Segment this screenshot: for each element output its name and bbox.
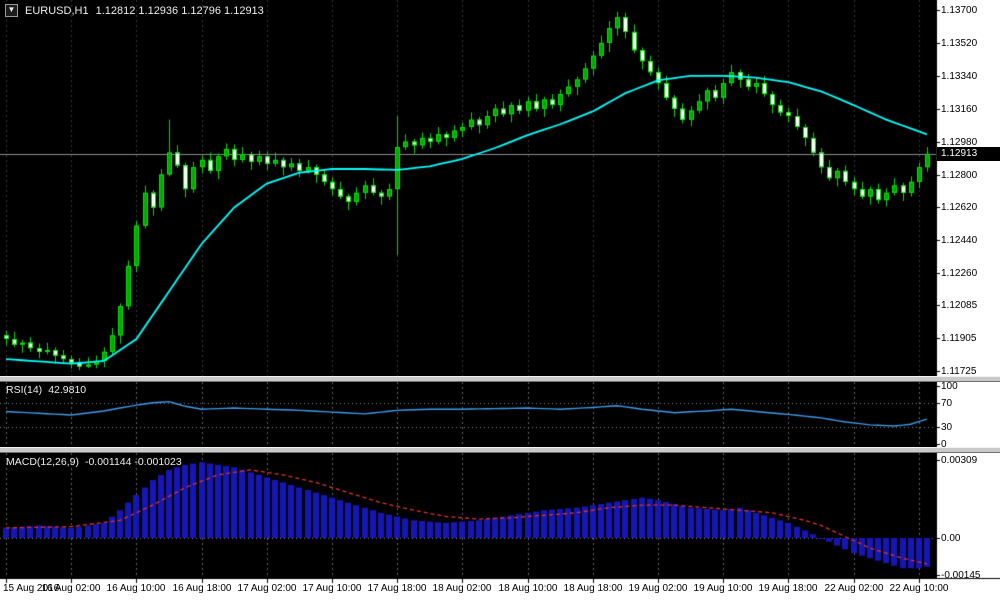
time-axis-label: 17 Aug 02:00 <box>237 583 297 594</box>
time-axis-label: 18 Aug 10:00 <box>498 583 558 594</box>
price-tick-label: 1.13160 <box>941 104 978 115</box>
price-tick-label: 1.13700 <box>941 5 978 16</box>
time-axis-label: 17 Aug 18:00 <box>367 583 427 594</box>
price-tick-label: 1.11905 <box>941 333 977 344</box>
price-tick-label: 1.12440 <box>941 235 978 246</box>
time-axis-label: 17 Aug 10:00 <box>302 583 362 594</box>
symbol-timeframe-label: EURUSD,H1 <box>25 4 89 17</box>
rsi-tick-label: 70 <box>941 398 953 409</box>
time-axis-label: 19 Aug 18:00 <box>758 583 818 594</box>
price-tick-label: 1.12980 <box>941 137 978 148</box>
time-axis-label: 15 Aug 2016 <box>3 583 60 594</box>
time-axis-label: 18 Aug 02:00 <box>432 583 492 594</box>
panel-splitter-rsi[interactable] <box>0 376 1000 382</box>
symbol-dropdown-icon[interactable]: ▼ <box>5 4 18 17</box>
time-axis-label: 22 Aug 02:00 <box>824 583 884 594</box>
price-tick-label: 1.13340 <box>941 71 978 82</box>
rsi-name: RSI(14) <box>6 384 43 396</box>
rsi-tick-label: 0 <box>941 439 947 450</box>
time-axis-label: 16 Aug 10:00 <box>106 583 166 594</box>
ohlc-values: 1.12812 1.12936 1.12796 1.12913 <box>95 4 264 17</box>
time-axis-label: 19 Aug 10:00 <box>693 583 753 594</box>
rsi-panel-label: RSI(14) 42.9810 <box>6 384 86 396</box>
macd-values: -0.001144 -0.001023 <box>84 456 182 468</box>
time-axis-label: 16 Aug 18:00 <box>172 583 232 594</box>
macd-tick-label: 0.00309 <box>941 455 978 466</box>
price-tick-label: 1.12260 <box>941 268 978 279</box>
panel-splitter-macd[interactable] <box>0 447 1000 453</box>
chart-title-bar: ▼ EURUSD,H1 1.12812 1.12936 1.12796 1.12… <box>5 4 264 17</box>
price-tick-label: 1.12800 <box>941 170 978 181</box>
macd-tick-label: -0.00145 <box>941 570 981 581</box>
time-axis-label: 16 Aug 02:00 <box>41 583 101 594</box>
bid-price-tag: 1.12913 <box>937 147 1000 161</box>
macd-name: MACD(12,26,9) <box>6 456 79 468</box>
time-axis-label: 18 Aug 18:00 <box>563 583 623 594</box>
rsi-value: 42.9810 <box>48 384 87 396</box>
time-axis-label: 22 Aug 10:00 <box>889 583 949 594</box>
macd-panel-label: MACD(12,26,9) -0.001144 -0.001023 <box>6 456 182 468</box>
time-axis-label: 19 Aug 02:00 <box>628 583 688 594</box>
rsi-tick-label: 30 <box>941 422 953 433</box>
price-tick-label: 1.12085 <box>941 300 978 311</box>
price-tick-label: 1.11725 <box>941 366 977 377</box>
macd-tick-label: 0.00 <box>941 533 961 544</box>
rsi-tick-label: 100 <box>941 381 958 392</box>
price-tick-label: 1.13520 <box>941 38 978 49</box>
price-tick-label: 1.12620 <box>941 202 978 213</box>
